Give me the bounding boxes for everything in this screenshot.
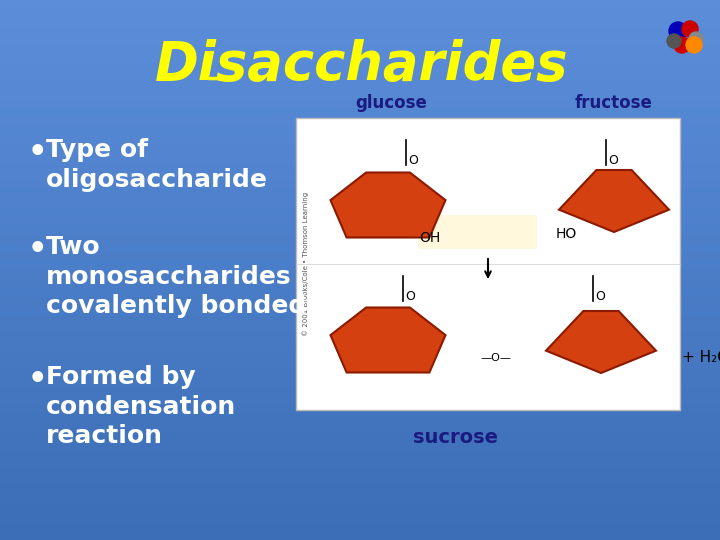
Bar	[0, 288, 720, 297]
Circle shape	[686, 37, 702, 53]
Bar	[0, 315, 720, 324]
Text: —O—: —O—	[480, 353, 511, 363]
FancyBboxPatch shape	[418, 215, 537, 249]
Bar	[0, 135, 720, 144]
Bar	[0, 36, 720, 45]
Text: Type of
oligosaccharide: Type of oligosaccharide	[46, 138, 268, 192]
Text: O: O	[595, 291, 605, 303]
Bar	[0, 261, 720, 270]
Bar	[0, 369, 720, 378]
Circle shape	[669, 22, 687, 40]
Bar	[0, 243, 720, 252]
Bar	[0, 405, 720, 414]
Bar	[0, 513, 720, 522]
Bar	[0, 144, 720, 153]
Bar	[0, 270, 720, 279]
Bar	[0, 189, 720, 198]
Bar	[0, 441, 720, 450]
Bar	[0, 414, 720, 423]
Bar	[0, 99, 720, 108]
Bar	[0, 153, 720, 162]
Text: + H₂O: + H₂O	[682, 350, 720, 366]
Text: Two
monosaccharides
covalently bonded: Two monosaccharides covalently bonded	[46, 235, 306, 319]
Bar	[0, 117, 720, 126]
Bar	[0, 333, 720, 342]
Bar	[0, 306, 720, 315]
Bar	[0, 171, 720, 180]
Bar	[0, 225, 720, 234]
Bar	[0, 450, 720, 459]
Text: •: •	[28, 138, 48, 167]
Bar	[0, 468, 720, 477]
Bar	[0, 90, 720, 99]
Bar	[0, 162, 720, 171]
Bar	[0, 216, 720, 225]
Text: OH: OH	[419, 231, 441, 245]
Bar	[0, 522, 720, 531]
Circle shape	[674, 37, 690, 53]
Text: glucose: glucose	[355, 94, 427, 112]
Circle shape	[667, 34, 681, 48]
Circle shape	[682, 21, 698, 37]
Bar	[0, 207, 720, 216]
Bar	[0, 45, 720, 54]
Bar	[0, 54, 720, 63]
Bar	[0, 387, 720, 396]
Polygon shape	[546, 311, 656, 373]
Bar	[0, 180, 720, 189]
Bar	[0, 18, 720, 27]
Bar	[0, 477, 720, 486]
FancyBboxPatch shape	[296, 118, 680, 410]
Bar	[0, 234, 720, 243]
Bar	[0, 108, 720, 117]
Bar	[0, 324, 720, 333]
Bar	[0, 531, 720, 540]
Bar	[0, 297, 720, 306]
Text: © 2001 Brooks/Cole • Thomson Learning: © 2001 Brooks/Cole • Thomson Learning	[302, 192, 310, 336]
Bar	[0, 252, 720, 261]
Polygon shape	[330, 307, 446, 373]
Bar	[0, 9, 720, 18]
Text: Formed by
condensation
reaction: Formed by condensation reaction	[46, 365, 236, 448]
Text: fructose: fructose	[575, 94, 653, 112]
Text: O: O	[408, 154, 418, 167]
Bar	[0, 0, 720, 9]
Bar	[0, 72, 720, 81]
Text: Disaccharides: Disaccharides	[156, 39, 569, 91]
Bar	[0, 378, 720, 387]
Circle shape	[689, 32, 703, 46]
Bar	[0, 198, 720, 207]
Bar	[0, 279, 720, 288]
Polygon shape	[559, 170, 669, 232]
Text: sucrose: sucrose	[413, 428, 498, 447]
Bar	[0, 459, 720, 468]
Bar	[0, 432, 720, 441]
Text: HO: HO	[555, 227, 577, 241]
Text: •: •	[28, 365, 48, 394]
Bar	[0, 495, 720, 504]
Bar	[0, 63, 720, 72]
Bar	[0, 360, 720, 369]
Text: •: •	[28, 235, 48, 264]
Polygon shape	[330, 172, 446, 238]
Bar	[0, 81, 720, 90]
Bar	[0, 351, 720, 360]
Bar	[0, 126, 720, 135]
Bar	[0, 423, 720, 432]
Bar	[0, 486, 720, 495]
Bar	[0, 504, 720, 513]
Text: O: O	[405, 291, 415, 303]
Bar	[0, 27, 720, 36]
Bar	[0, 396, 720, 405]
Bar	[0, 342, 720, 351]
Text: O: O	[608, 154, 618, 167]
